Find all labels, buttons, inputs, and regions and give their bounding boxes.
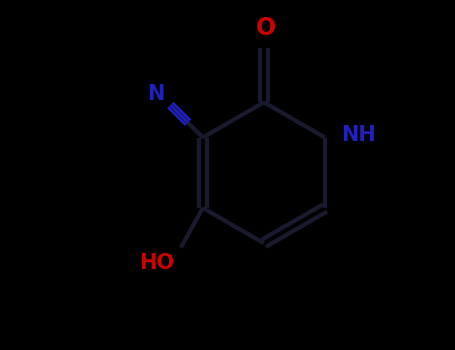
Text: O: O: [256, 15, 276, 40]
Text: NH: NH: [341, 125, 376, 145]
Text: N: N: [147, 84, 164, 104]
Text: HO: HO: [139, 253, 174, 273]
